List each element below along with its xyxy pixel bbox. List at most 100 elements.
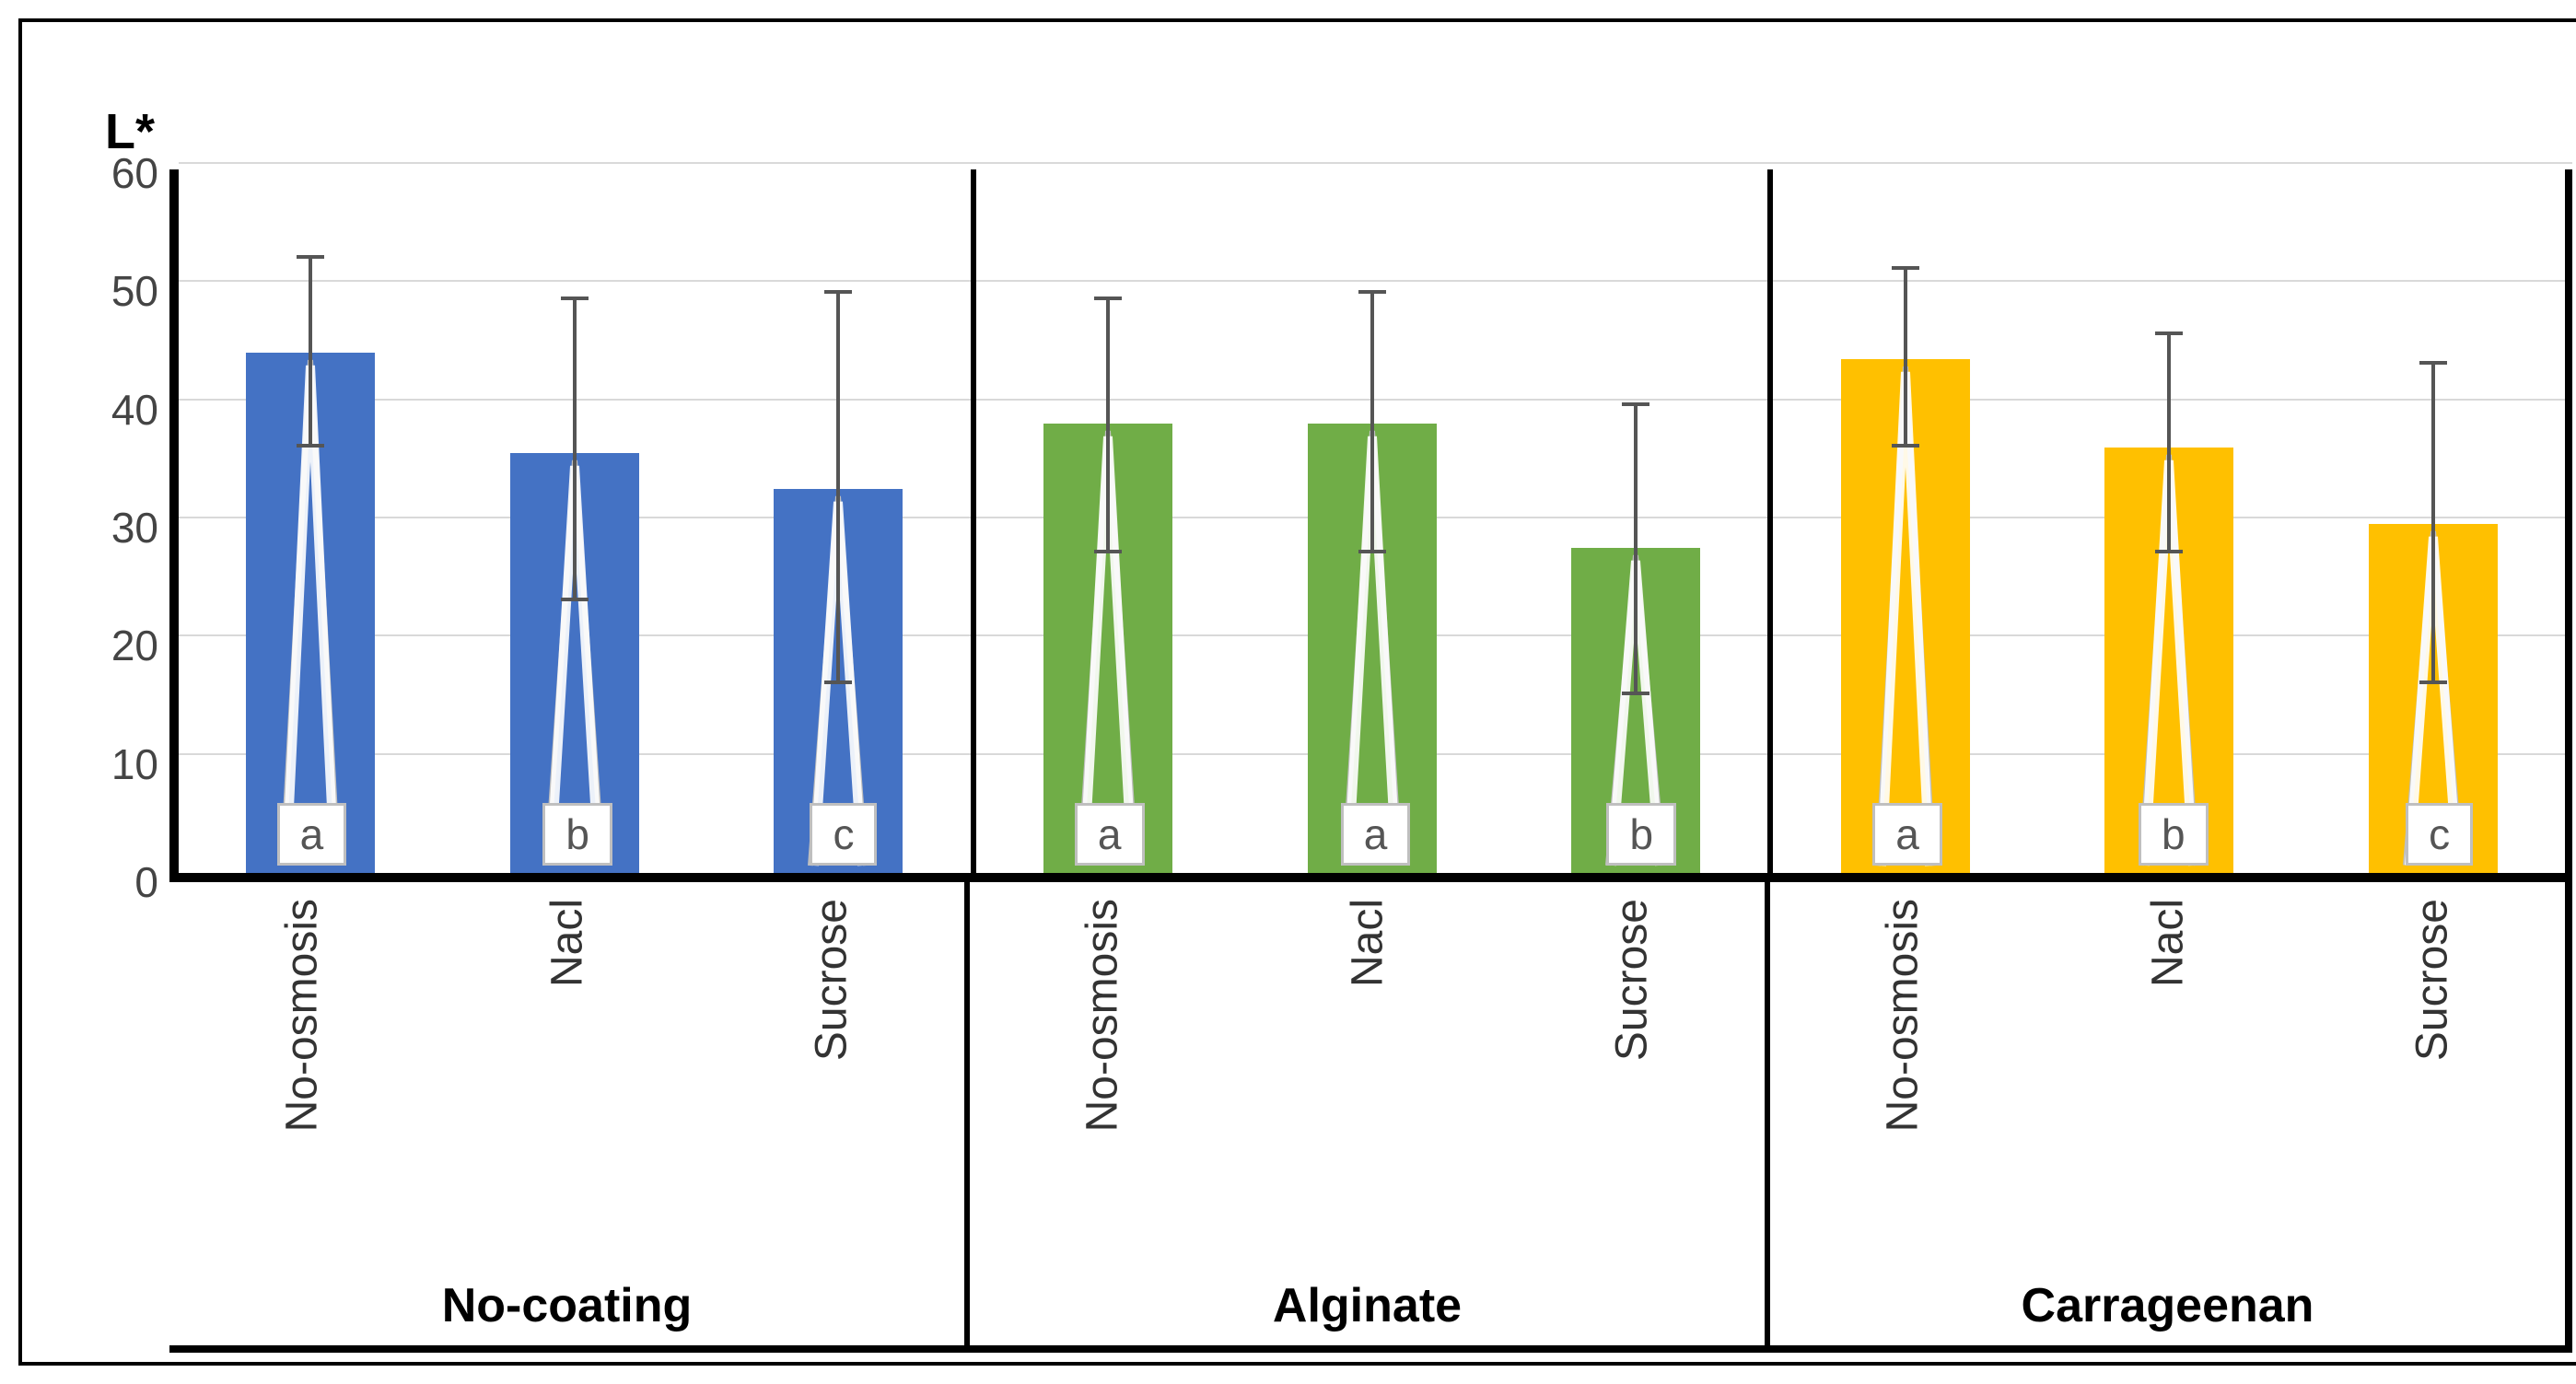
annotation-letter: b [1606,803,1676,866]
annotation-letter: a [1872,803,1942,866]
x-sub-slot: Nacl [435,882,700,1266]
error-cap [2419,361,2447,365]
bars-row [179,169,2572,873]
error-cap [561,598,589,601]
error-bar [2431,365,2435,684]
bar-slot [1240,169,1504,873]
gridline [179,162,2572,164]
x-sub-slot: Sucrose [699,882,964,1266]
error-cap [1892,266,1919,270]
annotation-letter: c [810,803,877,866]
annotation-letter: a [1075,803,1145,866]
error-cap [1358,290,1386,294]
x-sub-label: Nacl [2142,899,2193,987]
x-group-labels-row: No-coatingAlginateCarrageenan [169,1266,2572,1353]
error-bar [309,259,312,448]
x-sub-slot: Sucrose [1499,882,1765,1266]
x-sub-group: No-osmosis Nacl Sucrose [169,882,970,1266]
annot-slot: a [1775,803,2041,866]
y-tick-label: 0 [134,857,158,907]
error-cap [824,680,852,684]
x-sub-group: No-osmosis Nacl Sucrose [970,882,1770,1266]
x-sub-slot: Nacl [2035,882,2301,1266]
x-sub-label: No-osmosis [1077,899,1127,1132]
bar-slot [1504,169,1768,873]
bar-slot [179,169,443,873]
x-sub-slot: No-osmosis [169,882,435,1266]
x-sub-label: No-osmosis [1877,899,1928,1132]
y-tick-label: 10 [111,739,158,789]
annot-slot: a [1242,803,1509,866]
annot-group: a b c [179,803,976,866]
x-sub-slot: Nacl [1235,882,1500,1266]
error-cap [297,444,324,448]
bar-slot [2037,169,2302,873]
x-sub-slot: Sucrose [2300,882,2565,1266]
error-cap [1094,297,1122,300]
annot-slot: b [445,803,711,866]
x-group-label: Alginate [970,1266,1770,1353]
annotation-letter: b [2139,803,2209,866]
bar-group [179,169,976,873]
x-sub-group: No-osmosis Nacl Sucrose [1770,882,2572,1266]
annotation-letter: a [277,803,347,866]
error-cap [2155,331,2183,335]
y-axis-label: L* [105,103,2572,160]
annotation-letter: a [1341,803,1411,866]
error-bar [2167,335,2171,553]
annot-group: a b c [1775,803,2572,866]
plot-area: abcaababc [169,169,2572,882]
error-cap [2419,680,2447,684]
error-bar [1904,270,1907,448]
error-cap [1358,550,1386,553]
bar-slot [443,169,707,873]
y-tick-label: 20 [111,621,158,670]
x-sub-label: Sucrose [2407,899,2458,1061]
x-sub-label: No-osmosis [276,899,327,1132]
x-sub-label: Sucrose [807,899,857,1061]
error-cap [824,290,852,294]
error-cap [297,255,324,259]
x-sub-label: Sucrose [1607,899,1658,1061]
x-sub-label: Nacl [1342,899,1393,987]
bar-group [976,169,1774,873]
bar-slot [706,169,971,873]
chart-frame: L* 0 10 20 30 40 50 60 a b c a a b a b c No-osmosis Nac… [18,18,2576,1366]
error-bar [1370,294,1374,553]
error-cap [561,297,589,300]
x-sub-labels-row: No-osmosis Nacl Sucrose No-osmosis Nacl Sucro… [169,882,2572,1266]
annot-slot: c [2306,803,2572,866]
plot-column: L* 0 10 20 30 40 50 60 a b c a a b a b c No-osmosis Nac… [41,39,2572,1353]
annotation-letter: b [542,803,612,866]
error-bar [836,294,840,684]
x-group-label: Carrageenan [1770,1266,2572,1353]
annot-slot: b [2040,803,2306,866]
error-bar [1634,406,1638,695]
error-cap [1622,692,1649,695]
y-tick-label: 40 [111,385,158,435]
bar-slot [2301,169,2565,873]
y-ticks: 0102030405060 [41,169,169,882]
error-cap [1622,402,1649,406]
error-cap [1892,444,1919,448]
y-tick-label: 30 [111,503,158,552]
annot-slot: a [976,803,1242,866]
annot-slot: a [179,803,445,866]
error-cap [1094,550,1122,553]
error-cap [2155,550,2183,553]
annot-slot: b [1509,803,1775,866]
plot-area-wrap: 0102030405060 abcaababc [41,169,2572,882]
y-tick-label: 60 [111,148,158,198]
error-bar [573,300,577,601]
x-sub-slot: No-osmosis [1770,882,2035,1266]
bar-group [1773,169,2572,873]
annot-group: aab [976,803,1774,866]
x-sub-slot: No-osmosis [970,882,1235,1266]
bar-slot [1773,169,2037,873]
y-tick-label: 50 [111,266,158,316]
bar-slot [976,169,1241,873]
x-sub-label: Nacl [542,899,592,987]
chart-body: L* 0 10 20 30 40 50 60 a b c a a b a b c No-osmosis Nac… [41,39,2572,1353]
annotation-letter: c [2406,803,2473,866]
error-bar [1106,300,1110,554]
